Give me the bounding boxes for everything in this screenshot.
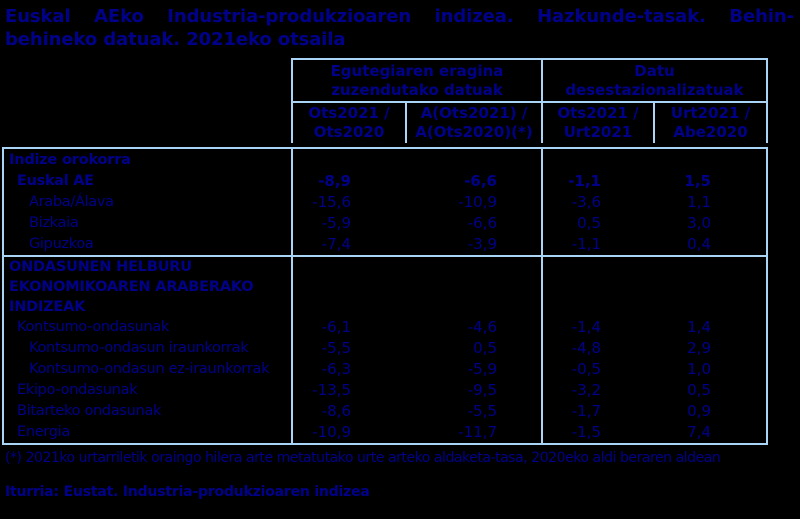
source-line: Iturria: Eustat. Industria-produkzioaren… <box>5 484 370 500</box>
section-header: ONDASUNEN HELBURU EKONOMIKOAREN ARABERAK… <box>2 255 293 317</box>
group-header-row: Egutegiaren eragina zuzendutako datuak D… <box>291 58 768 103</box>
value-cell: -3,6 <box>571 193 601 211</box>
value-cell: -6,6 <box>406 213 543 234</box>
footnote: (*) 2021ko urtarriletik oraingo hilera a… <box>5 450 721 466</box>
value-cell: -13,5 <box>312 381 351 399</box>
row-label: Kontsumo-ondasun iraunkorrak <box>2 338 293 359</box>
table-row: Euskal AE -8,9 -6,6 -1,1 1,5 <box>2 171 768 192</box>
value-cell: 2,9 <box>654 338 768 359</box>
column-header-ots2021-ots2020: Ots2021 / Ots2020 <box>291 101 407 143</box>
row-label: Araba/Álava <box>2 192 293 213</box>
row-label: Kontsumo-ondasun ez-iraunkorrak <box>2 359 293 380</box>
empty-cell <box>406 255 543 317</box>
value-cell: -4,6 <box>406 317 543 338</box>
value-cell: 0,5 <box>654 380 768 401</box>
section-header: Indize orokorra <box>2 147 293 171</box>
section-header-row: ONDASUNEN HELBURU EKONOMIKOAREN ARABERAK… <box>2 255 768 317</box>
row-label: Kontsumo-ondasunak <box>2 317 293 338</box>
value-cell: -3,9 <box>406 234 543 256</box>
empty-cell <box>292 147 406 171</box>
table-row: Kontsumo-ondasunak -6,1 -4,6 -1,4 1,4 <box>2 317 768 338</box>
table-row: Kontsumo-ondasun iraunkorrak -5,5 0,5 -4,8 2… <box>2 338 768 359</box>
table-row: Kontsumo-ondasun ez-iraunkorrak -6,3 -5,9 -… <box>2 359 768 380</box>
section-header-row: Indize orokorra <box>2 147 768 171</box>
value-cell: 0,4 <box>654 234 768 256</box>
column-header-table: Egutegiaren eragina zuzendutako datuak D… <box>291 58 768 143</box>
table-row: Energia -10,9 -11,7 -1,5 7,4 <box>2 422 768 445</box>
table-body: Indize orokorra Euskal AE -8,9 -6,6 -1,1 1,5 A… <box>2 147 768 445</box>
value-cell: -15,6 <box>312 193 351 211</box>
table-row: Gipuzkoa -7,4 -3,9 -1,1 0,4 <box>2 234 768 256</box>
value-cell: -10,9 <box>292 422 406 445</box>
row-label: Bizkaia <box>2 213 293 234</box>
group-header-seasonally-adjusted: Datu desestazionalizatuak <box>541 58 768 103</box>
table-row: Ekipo-ondasunak -13,5 -9,5 -3,2 0,5 <box>2 380 768 401</box>
value-cell: -7,4 <box>321 235 351 253</box>
value-cell: 3,0 <box>654 213 768 234</box>
row-label: Euskal AE <box>2 171 293 192</box>
empty-cell <box>542 147 654 171</box>
value-cell: -5,9 <box>321 214 351 232</box>
empty-cell <box>406 147 543 171</box>
column-header-accumulated: A(Ots2021) / A(Ots2020)(*) <box>405 101 543 143</box>
column-header-ots2021-urt2021: Ots2021 / Urt2021 <box>541 101 655 143</box>
table-row: Bizkaia -5,9 -6,6 0,5 3,0 <box>2 213 768 234</box>
table-row: Bitarteko ondasunak -8,6 -5,5 -1,7 0,9 <box>2 401 768 422</box>
column-header-urt2021-abe2020: Urt2021 / Abe2020 <box>653 101 768 143</box>
value-cell: -4,8 <box>571 339 601 357</box>
row-label: Ekipo-ondasunak <box>2 380 293 401</box>
column-header-row: Ots2021 / Ots2020 A(Ots2021) / A(Ots2020… <box>291 101 768 143</box>
value-cell: -5,5 <box>321 339 351 357</box>
value-cell: 1,1 <box>654 192 768 213</box>
page-title: Euskal AEko Industria-produkzioaren indi… <box>5 6 794 50</box>
value-cell: -10,9 <box>406 192 543 213</box>
value-cell: -1,5 <box>542 422 654 445</box>
value-cell: -0,5 <box>571 360 601 378</box>
data-table: Indize orokorra Euskal AE -8,9 -6,6 -1,1 1,5 A… <box>2 147 768 445</box>
value-cell: -8,9 <box>318 172 351 190</box>
value-cell: -8,6 <box>321 402 351 420</box>
value-cell: -11,7 <box>406 422 543 445</box>
value-cell: 7,4 <box>654 422 768 445</box>
table-row: Araba/Álava -15,6 -10,9 -3,6 1,1 <box>2 192 768 213</box>
row-label: Gipuzkoa <box>2 234 293 256</box>
value-cell: 1,0 <box>654 359 768 380</box>
value-cell: 0,5 <box>577 214 601 232</box>
value-cell: 0,5 <box>406 338 543 359</box>
value-cell: -5,5 <box>406 401 543 422</box>
value-cell: -1,4 <box>571 318 601 336</box>
group-header-calendar-adjusted: Egutegiaren eragina zuzendutako datuak <box>291 58 543 103</box>
value-cell: -5,9 <box>406 359 543 380</box>
value-cell: -1,1 <box>571 235 601 253</box>
row-label: Bitarteko ondasunak <box>2 401 293 422</box>
value-cell: -1,7 <box>571 402 601 420</box>
value-cell: -6,6 <box>406 171 543 192</box>
value-cell: 1,4 <box>654 317 768 338</box>
value-cell: -3,2 <box>571 381 601 399</box>
value-cell: 1,5 <box>654 171 768 192</box>
value-cell: -6,1 <box>321 318 351 336</box>
empty-cell <box>292 255 406 317</box>
value-cell: -1,1 <box>568 172 601 190</box>
value-cell: 0,9 <box>654 401 768 422</box>
empty-cell <box>654 147 768 171</box>
empty-cell <box>542 255 654 317</box>
value-cell: -9,5 <box>406 380 543 401</box>
value-cell: -6,3 <box>321 360 351 378</box>
row-label: Energia <box>2 422 293 445</box>
empty-cell <box>654 255 768 317</box>
